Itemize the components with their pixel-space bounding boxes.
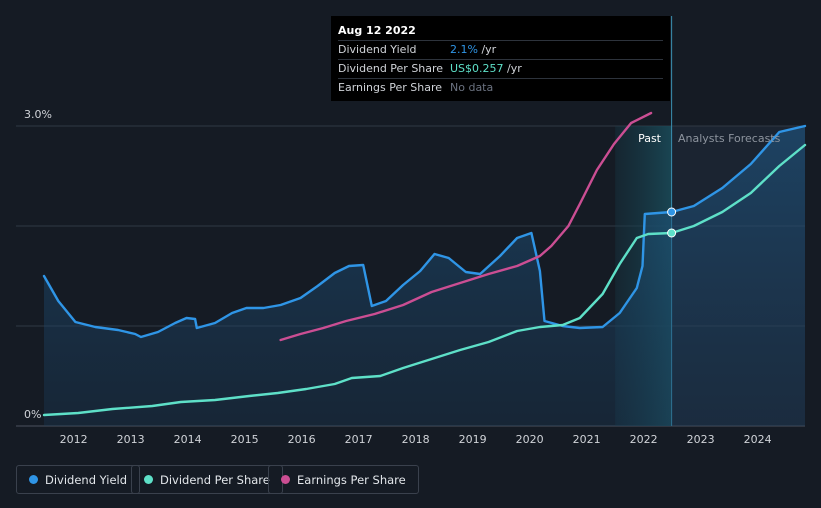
y-axis-ticks: 3.0% 0% — [24, 108, 52, 421]
dividend-per-share-marker — [667, 228, 677, 238]
legend-dot-icon — [29, 475, 38, 484]
dividend-yield-area — [44, 126, 805, 426]
x-tick-label: 2012 — [60, 433, 88, 446]
tooltip-row-earnings-per-share: Earnings Per Share No data — [338, 78, 663, 97]
tooltip-unit: /yr — [503, 62, 522, 75]
tooltip-row-dividend-per-share: Dividend Per Share US$0.257 /yr — [338, 59, 663, 78]
tooltip-value: No data — [450, 81, 494, 94]
tooltip-value: US$0.257 — [450, 62, 504, 75]
legend-label: Earnings Per Share — [297, 472, 406, 487]
analysts-forecasts-label: Analysts Forecasts — [678, 132, 781, 145]
x-tick-label: 2018 — [402, 433, 430, 446]
x-tick-label: 2017 — [345, 433, 373, 446]
tooltip-value: 2.1% — [450, 43, 478, 56]
tooltip-label: Dividend Yield — [338, 43, 417, 56]
legend-dividend-per-share[interactable]: Dividend Per Share — [131, 465, 283, 494]
x-tick-label: 2024 — [744, 433, 772, 446]
x-axis-ticks: 2012 2013 2014 2015 2016 2017 2018 2019 2020 2021… — [60, 433, 772, 446]
y-tick-label: 3.0% — [24, 108, 52, 121]
tooltip-row-dividend-yield: Dividend Yield 2.1% /yr — [338, 40, 663, 59]
legend-label: Dividend Per Share — [160, 472, 270, 487]
legend-dot-icon — [144, 475, 153, 484]
legend-dot-icon — [281, 475, 290, 484]
x-tick-label: 2014 — [174, 433, 202, 446]
tooltip-unit: /yr — [477, 43, 497, 56]
x-tick-label: 2022 — [630, 433, 658, 446]
highlight-markers — [667, 207, 677, 238]
x-tick-label: 2023 — [687, 433, 715, 446]
hover-tooltip: Aug 12 2022 Dividend Yield 2.1% /yr Divi… — [331, 16, 670, 101]
legend-label: Dividend Yield — [45, 472, 128, 487]
y-tick-label: 0% — [24, 408, 41, 421]
dividend-yield-marker — [667, 207, 677, 217]
x-tick-label: 2013 — [117, 433, 145, 446]
tooltip-label: Earnings Per Share — [338, 81, 443, 94]
x-tick-label: 2016 — [288, 433, 316, 446]
legend-earnings-per-share[interactable]: Earnings Per Share — [268, 465, 419, 494]
past-label: Past — [638, 132, 662, 145]
tooltip-label: Dividend Per Share — [338, 62, 444, 75]
x-tick-label: 2020 — [516, 433, 544, 446]
x-tick-label: 2019 — [459, 433, 487, 446]
x-tick-label: 2021 — [573, 433, 601, 446]
tooltip-date: Aug 12 2022 — [338, 24, 416, 37]
legend-dividend-yield[interactable]: Dividend Yield — [16, 465, 141, 494]
earnings-per-share-line — [279, 111, 653, 342]
x-tick-label: 2015 — [231, 433, 259, 446]
dividend-yield-line — [42, 124, 807, 339]
